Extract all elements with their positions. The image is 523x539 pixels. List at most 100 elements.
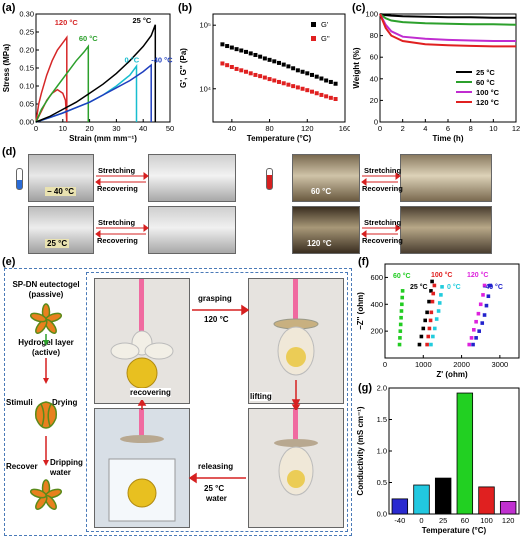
y-axis-label: G', G'' (Pa): [179, 48, 188, 88]
data-point: [417, 342, 422, 347]
flower-icon-recovered: [29, 479, 63, 511]
data-point: [431, 334, 435, 339]
stress-strain-chart: 0 10 20 30 40 50 0.00 0.05 0.10 0.15 0.20 0.25 0.30 S…: [2, 10, 174, 144]
x-tick-label: 2: [401, 124, 405, 133]
data-point: [277, 60, 281, 65]
data-point: [472, 328, 476, 332]
legend-label: G': [321, 20, 329, 29]
photo-60-initial: 60 °C: [292, 154, 360, 202]
x-tick-label: 8: [469, 124, 473, 133]
bar: [413, 484, 430, 515]
y-tick-label: 100: [365, 10, 378, 19]
data-point: [262, 56, 267, 61]
y-axis-label: Conductivity (mS cm⁻¹): [356, 406, 365, 495]
series-label: 120 °C: [467, 271, 488, 279]
y-tick-label: 0.20: [19, 46, 34, 55]
data-point: [400, 302, 404, 307]
data-point: [248, 51, 253, 56]
y-tick-label: 60: [370, 53, 378, 62]
releasing-temp-label: 25 °C: [204, 484, 225, 493]
x-tick-label: 4: [423, 124, 427, 133]
data-point: [482, 313, 487, 317]
data-point: [324, 94, 329, 99]
data-point: [430, 279, 434, 284]
data-point: [429, 310, 434, 315]
data-point: [434, 317, 439, 321]
hot-thermometer-icon: [266, 168, 273, 190]
y-tick-label: 20: [370, 96, 378, 105]
data-point: [437, 301, 442, 305]
data-point: [399, 315, 403, 320]
series-line: [379, 13, 516, 48]
series-line: [379, 13, 517, 26]
y-tick-label: 0.05: [19, 100, 34, 109]
panel-label-a: (a): [2, 2, 16, 14]
data-point: [314, 91, 319, 96]
data-point: [467, 342, 472, 347]
photo-25-stretched: [148, 206, 236, 254]
data-point: [474, 319, 478, 324]
photo-gripper-in-water: [94, 408, 190, 528]
data-point: [469, 336, 474, 340]
data-point: [428, 318, 433, 323]
plot-frame: [384, 263, 520, 359]
series-label: -40 °C: [483, 283, 503, 291]
conductivity-chart: 0.0 0.5 1.0 1.5 2.0 Temperature (°C) Conductiv…: [356, 384, 520, 535]
data-point: [397, 342, 402, 347]
data-point: [429, 289, 433, 293]
impedance-chart: 0 1000 2000 3000 200 400 600 Z' (ohm) −Z'' (ohm)…: [356, 263, 520, 379]
x-axis-label: Z' (ohm): [436, 370, 468, 379]
flower-icon-curled: [34, 401, 58, 429]
x-tick-label: 0: [419, 516, 423, 525]
y-tick-label: 600: [370, 273, 383, 282]
data-point: [314, 74, 319, 79]
temp-label-60: 60 °C: [311, 187, 332, 196]
temp-label-120: 120 °C: [307, 239, 332, 248]
x-tick-label: 80: [265, 124, 273, 133]
data-point: [431, 291, 436, 296]
y-tick-label: 2.0: [377, 384, 387, 393]
y-tick-label: 0: [374, 118, 378, 127]
data-point: [400, 295, 405, 300]
data-point: [427, 299, 431, 304]
data-point: [398, 329, 403, 333]
schem-stimuli-label: Stimuli: [6, 398, 33, 407]
data-point: [474, 336, 478, 340]
data-point: [439, 293, 443, 297]
modulus-temperature-chart: 40 80 120 160 10⁴ 10⁵ Temperature (°C) G', G'' …: [179, 13, 350, 143]
y-tick-label: 200: [370, 327, 383, 336]
schem-eutectogel-label: SP-DN eutectogel: [12, 280, 80, 289]
data-point: [258, 74, 263, 79]
data-point: [253, 52, 258, 57]
data-point: [253, 72, 258, 77]
data-point: [423, 318, 427, 323]
stretching-label-2: Stretching: [364, 166, 402, 175]
data-point: [471, 342, 475, 347]
data-point: [225, 63, 230, 68]
photo-minus40-initial: − 40 °C: [28, 154, 94, 202]
data-point: [310, 72, 314, 77]
temp-label-25: 25 °C: [45, 239, 70, 248]
data-point: [398, 336, 402, 340]
legend-label: 60 °C: [476, 78, 495, 87]
data-point: [310, 89, 314, 94]
data-point: [482, 283, 487, 288]
panel-e-frame: [4, 268, 352, 536]
series-line-25C: [35, 24, 157, 123]
data-point: [427, 326, 432, 331]
data-point: [244, 49, 248, 54]
series-line-60C: [35, 44, 90, 123]
y-axis-label: Weight (%): [352, 47, 361, 89]
x-tick-label: 40: [139, 124, 147, 133]
stretching-label-4: Stretching: [364, 218, 402, 227]
data-point: [478, 302, 483, 307]
data-point: [239, 48, 244, 53]
x-tick-label: 25: [439, 516, 447, 525]
y-tick-label: 1.5: [377, 415, 387, 424]
data-point: [486, 294, 491, 299]
series-label: 0 °C: [124, 56, 139, 65]
data-point: [305, 88, 310, 93]
releasing-label: releasing: [198, 462, 234, 471]
series-label: 25 °C: [410, 283, 428, 291]
legend-label: 25 °C: [476, 68, 495, 77]
